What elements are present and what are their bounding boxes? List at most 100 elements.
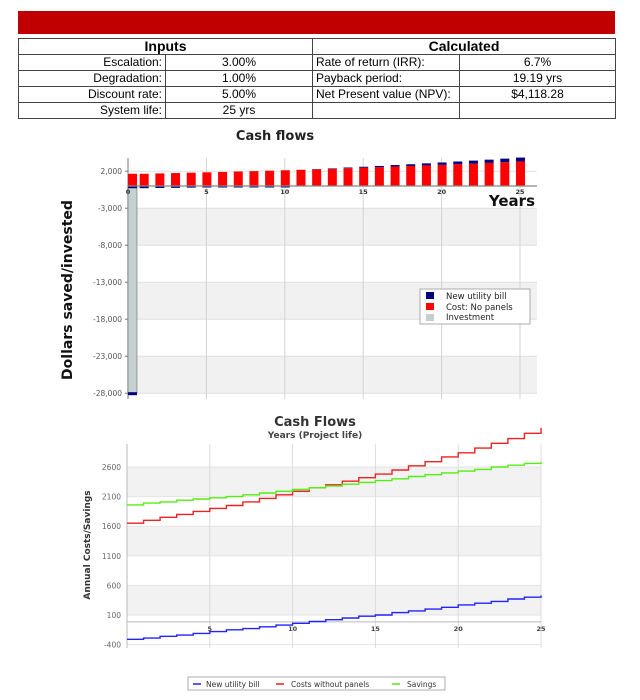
x-tick-label: 10	[280, 188, 290, 196]
table-row: Discount rate: 5.00% Net Present value (…	[18, 86, 616, 103]
bar-cost-no-panels	[437, 164, 447, 186]
y-tick-label: 1600	[102, 522, 121, 531]
x-tick-label: 20	[437, 188, 447, 196]
x-tick-label: 5	[208, 625, 213, 633]
y-tick-label: -23,000	[93, 352, 122, 361]
y-tick-label: -18,000	[93, 315, 122, 324]
legend-swatch-new-utility-bill	[426, 292, 434, 299]
bar-new-utility-bill	[500, 158, 510, 163]
y-tick-label: 100	[107, 611, 122, 620]
x-tick-label: 25	[515, 188, 525, 196]
bar-cost-no-panels	[155, 173, 165, 186]
input-value: 25 yrs	[165, 102, 313, 119]
input-value: 5.00%	[165, 86, 313, 103]
y-tick-label: -8,000	[98, 241, 122, 250]
calc-label: Net Present value (NPV):	[312, 86, 460, 103]
inputs-header: Inputs	[18, 38, 313, 55]
bar-new-utility-bill	[453, 161, 463, 165]
calc-label: Rate of return (IRR):	[312, 54, 460, 71]
legend-label: New utility bill	[446, 292, 507, 302]
bar-new-utility-bill	[139, 186, 149, 189]
bar-new-utility-bill	[249, 186, 259, 188]
bar-cost-no-panels	[374, 167, 384, 186]
bar-new-utility-bill	[437, 162, 447, 165]
y-tick-label: 600	[107, 581, 122, 590]
bar-new-utility-bill	[171, 186, 181, 188]
input-value: 3.00%	[165, 54, 313, 71]
y-tick-label: -28,000	[93, 389, 122, 398]
calc-value: $4,118.28	[459, 86, 616, 103]
bar-cost-no-panels	[128, 173, 137, 186]
bar-cost-no-panels	[516, 161, 525, 186]
summary-table: Inputs Calculated Escalation: 3.00% Rate…	[18, 38, 616, 119]
bar-cost-no-panels	[484, 162, 494, 186]
bar-new-utility-bill	[484, 159, 494, 163]
x-tick-label: 10	[288, 625, 298, 633]
x-tick-label: 15	[359, 188, 369, 196]
line-chart-title: Cash Flows	[274, 415, 356, 430]
bar-cost-no-panels	[249, 171, 259, 186]
y-tick-label: -3,000	[98, 204, 122, 213]
input-label: Discount rate:	[18, 86, 166, 103]
bar-new-utility-bill	[128, 186, 137, 189]
cash-flows-bar-chart: Cash flows 2,000 -3,000 -8,000 -13,000 -18,0…	[60, 129, 537, 399]
header-banner	[18, 11, 615, 34]
input-label: Escalation:	[18, 54, 166, 71]
x-tick-label: 20	[454, 625, 464, 633]
table-row: Degradation: 1.00% Payback period: 19.19…	[18, 70, 616, 87]
x-tick-label: 5	[204, 188, 209, 196]
bar-cost-no-panels	[390, 166, 400, 186]
bar-cost-no-panels	[468, 163, 478, 186]
bar-new-utility-bill	[233, 186, 243, 188]
y-tick-label: 1100	[102, 552, 121, 561]
cash-flows-line-chart: Cash Flows Years (Project life) 2600 2100…	[83, 415, 546, 691]
bar-new-utility-bill	[280, 186, 290, 188]
line-new-utility-bill	[127, 595, 542, 640]
legend-label: Investment	[446, 313, 495, 323]
bar-chart-title: Cash flows	[236, 129, 314, 144]
legend-label: Savings	[407, 680, 436, 689]
bar-new-utility-bill	[186, 186, 196, 188]
legend-swatch-cost-no-panels	[426, 303, 434, 310]
x-tick-label: 15	[371, 625, 381, 633]
line-chart-subtitle: Years (Project life)	[267, 431, 362, 441]
bar-cost-no-panels	[406, 166, 416, 186]
table-row: System life: 25 yrs	[18, 102, 616, 119]
bar-new-utility-bill	[421, 163, 431, 166]
table-row: Escalation: 3.00% Rate of return (IRR): …	[18, 54, 616, 71]
bar-chart-xlabel: Years	[488, 192, 535, 210]
y-tick-label: 2100	[102, 493, 121, 502]
input-label: Degradation:	[18, 70, 166, 87]
bar-new-utility-bill	[516, 157, 525, 162]
legend-label: New utility bill	[206, 680, 259, 689]
legend-swatch-investment	[426, 314, 434, 321]
bar-new-utility-bill	[155, 186, 165, 188]
bar-new-utility-bill	[265, 186, 275, 188]
bar-cost-no-panels	[280, 170, 290, 186]
bar-new-utility-bill	[390, 165, 400, 167]
legend-label: Cost: No panels	[446, 303, 513, 313]
line-savings	[127, 461, 542, 506]
bar-cost-no-panels	[233, 171, 243, 186]
bar-cost-no-panels	[186, 172, 196, 186]
line-chart-legend: New utility bill Costs without panels Sa…	[187, 676, 446, 691]
bar-new-utility-bill	[406, 164, 416, 167]
bar-new-utility-bill	[202, 186, 212, 188]
bar-chart-legend: New utility bill Cost: No panels Investm…	[419, 288, 531, 325]
bar-new-utility-bill	[218, 186, 228, 188]
y-tick-label: -13,000	[93, 278, 122, 287]
bar-cost-no-panels	[218, 171, 228, 186]
x-tick-label: 25	[536, 625, 546, 633]
bar-new-utility-bill	[343, 167, 353, 169]
bar-cost-no-panels	[296, 169, 306, 186]
bar-cost-no-panels	[202, 172, 212, 186]
bar-new-utility-bill	[359, 166, 369, 168]
bar-chart-ylabel: Dollars saved/invested	[60, 200, 76, 380]
input-label: System life:	[18, 102, 166, 119]
bar-cost-no-panels	[265, 170, 275, 186]
bar-new-utility-bill	[468, 160, 478, 164]
bar-cost-no-panels	[139, 173, 149, 186]
calc-label	[312, 102, 460, 119]
bar-investment	[127, 185, 138, 394]
calc-value: 6.7%	[459, 54, 616, 71]
